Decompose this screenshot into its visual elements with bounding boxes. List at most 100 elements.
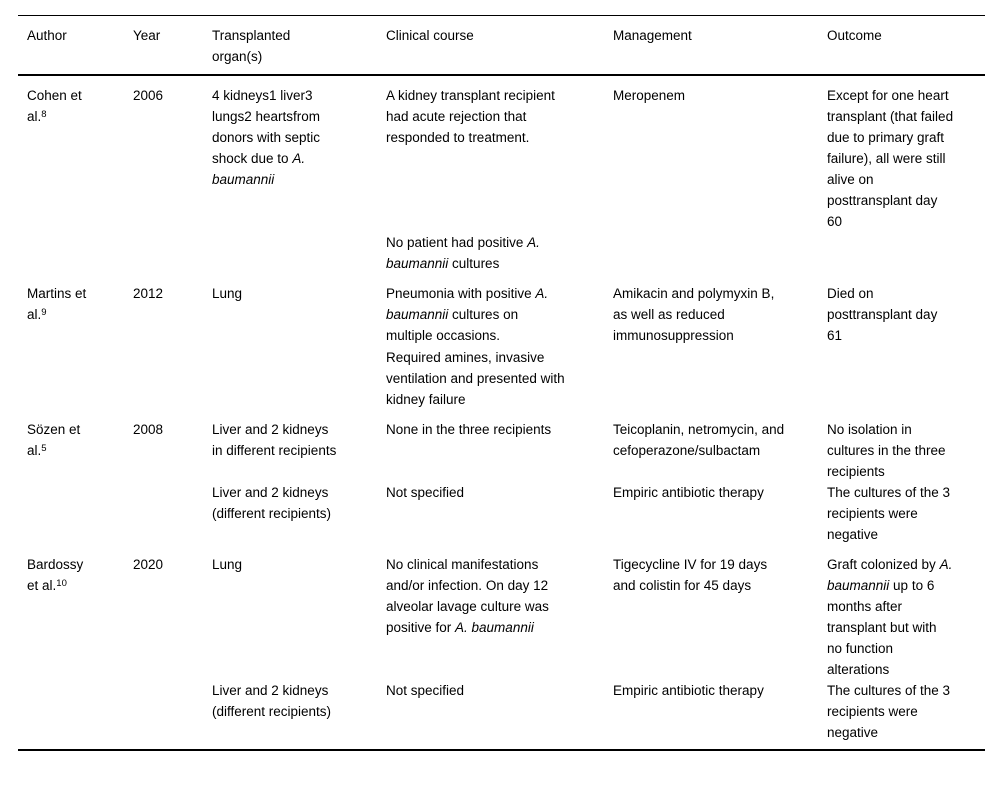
organs-cell: Lung [212, 545, 386, 680]
cell-paragraph: Not specified [386, 680, 567, 701]
text-run: Graft colonized by [827, 557, 940, 572]
cell-paragraph: No patient had positive A. baumannii cul… [386, 232, 567, 274]
reference-superscript: 10 [56, 577, 67, 589]
text-run: Lung [212, 557, 243, 572]
text-run: Required amines, invasive ventilation an… [386, 350, 565, 407]
clinical-cell: Not specified [386, 680, 613, 750]
clinical-cell: Not specified [386, 482, 613, 545]
table-row: Bardossy et al.10 2020 Lung No clinical man… [18, 545, 985, 680]
text-run: Martins et al. [27, 286, 87, 322]
cell-paragraph: The cultures of the 3 recipients were ne… [827, 482, 955, 545]
cell-paragraph: Required amines, invasive ventilation an… [386, 347, 567, 410]
table-row: Sözen et al.5 2008 Liver and 2 kidneys in … [18, 410, 985, 482]
text-run: No isolation in cultures in the three re… [827, 422, 946, 479]
table-row: Liver and 2 kidneys (different recipient… [18, 482, 985, 545]
author-cell: Cohen et al.8 [18, 75, 133, 274]
text-run: Empiric antibiotic therapy [613, 485, 764, 500]
author-cell: Martins et al.9 [18, 274, 133, 410]
column-header-clinical: Clinical course [386, 15, 613, 76]
text-run: Lung [212, 286, 243, 301]
column-header-author: Author [18, 15, 133, 76]
text-run: Sözen et al. [27, 422, 81, 458]
text-run: cultures [448, 256, 500, 271]
cell-paragraph: Not specified [386, 482, 567, 503]
year-cell: 2006 [133, 88, 164, 103]
text-run: Cohen et al. [27, 88, 82, 124]
management-cell: Teicoplanin, netromycin, and cefoperazon… [613, 410, 827, 482]
table-row: Cohen et al.8 2006 4 kidneys1 liver3 lungs… [18, 75, 985, 232]
species-name-italic: A. baumannii [827, 557, 953, 593]
text-run: Not specified [386, 683, 465, 698]
cell-paragraph: Tigecycline IV for 19 days and colistin … [613, 554, 785, 596]
cell-paragraph: No isolation in cultures in the three re… [827, 419, 955, 482]
header-row: Author Year Transplanted organ(s) Clinical … [18, 15, 985, 76]
year-cell: 2008 [133, 422, 164, 437]
author-cell: Sözen et al.5 [18, 410, 133, 545]
cell-paragraph: Teicoplanin, netromycin, and cefoperazon… [613, 419, 785, 461]
year-cell: 2012 [133, 286, 164, 301]
text-run: Pneumonia with positive [386, 286, 536, 301]
text-run: up to 6 months after transplant but with… [827, 578, 937, 677]
author-cell: Bardossy et al.10 [18, 545, 133, 750]
cell-paragraph: A kidney transplant recipient had acute … [386, 85, 567, 148]
text-run: None in the three recipients [386, 422, 552, 437]
clinical-cell: No patient had positive A. baumannii cul… [386, 232, 613, 274]
table-row: Martins et al.9 2012 Lung Pneumonia with po… [18, 274, 985, 410]
reference-superscript: 5 [41, 442, 47, 454]
management-cell: Empiric antibiotic therapy [613, 680, 827, 750]
cell-paragraph: None in the three recipients [386, 419, 567, 440]
outcome-cell: The cultures of the 3 recipients were ne… [827, 482, 985, 545]
text-run: No patient had positive [386, 235, 528, 250]
table-row: No patient had positive A. baumannii cul… [18, 232, 985, 274]
management-cell: Meropenem [613, 75, 827, 232]
text-run: Liver and 2 kidneys (different recipient… [212, 683, 332, 719]
species-name-italic: A. baumannii [386, 286, 549, 322]
outcome-cell: No isolation in cultures in the three re… [827, 410, 985, 482]
management-cell: Empiric antibiotic therapy [613, 482, 827, 545]
cell-paragraph: No clinical manifestations and/or infect… [386, 554, 567, 638]
organs-cell: Liver and 2 kidneys in different recipie… [212, 410, 386, 482]
column-header-management: Management [613, 15, 827, 76]
reference-superscript: 8 [41, 108, 47, 120]
cell-paragraph: Empiric antibiotic therapy [613, 680, 785, 701]
text-run: cultures on multiple occasions. [386, 307, 519, 343]
management-cell: Tigecycline IV for 19 days and colistin … [613, 545, 827, 680]
table-row: Liver and 2 kidneys (different recipient… [18, 680, 985, 750]
management-cell: Amikacin and polymyxin B, as well as red… [613, 274, 827, 410]
management-cell [613, 232, 827, 274]
outcome-cell: Died on posttransplant day 61 [827, 274, 985, 410]
cell-paragraph: Amikacin and polymyxin B, as well as red… [613, 283, 785, 346]
text-run: Died on posttransplant day 61 [827, 286, 938, 343]
text-run: Not specified [386, 485, 465, 500]
cell-paragraph: The cultures of the 3 recipients were ne… [827, 680, 955, 743]
cell-paragraph: Lung [212, 554, 340, 575]
species-name-italic: A. baumannii [212, 151, 306, 187]
text-run: 4 kidneys1 liver3 lungs2 heartsfrom dono… [212, 88, 321, 166]
outcome-cell: The cultures of the 3 recipients were ne… [827, 680, 985, 750]
text-run: Amikacin and polymyxin B, as well as red… [613, 286, 775, 343]
text-run: Teicoplanin, netromycin, and cefoperazon… [613, 422, 785, 458]
outcome-cell: Graft colonized by A. baumannii up to 6 … [827, 545, 985, 680]
cell-paragraph: Liver and 2 kidneys (different recipient… [212, 482, 340, 524]
cell-paragraph: Except for one heart transplant (that fa… [827, 85, 955, 232]
outcome-cell: Except for one heart transplant (that fa… [827, 75, 985, 232]
text-run: Empiric antibiotic therapy [613, 683, 764, 698]
cell-paragraph: Graft colonized by A. baumannii up to 6 … [827, 554, 955, 680]
text-run: No clinical manifestations and/or infect… [386, 557, 549, 635]
organs-cell: Liver and 2 kidneys (different recipient… [212, 680, 386, 750]
clinical-cell: Pneumonia with positive A. baumannii cul… [386, 274, 613, 410]
text-run: Liver and 2 kidneys (different recipient… [212, 485, 332, 521]
clinical-cell: None in the three recipients [386, 410, 613, 482]
year-cell: 2020 [133, 557, 164, 572]
cell-paragraph: Liver and 2 kidneys in different recipie… [212, 419, 340, 461]
cell-paragraph: Empiric antibiotic therapy [613, 482, 785, 503]
outcome-cell [827, 232, 985, 274]
organs-cell: Lung [212, 274, 386, 410]
table-header: Author Year Transplanted organ(s) Clinical … [18, 15, 985, 76]
column-header-year: Year [133, 15, 212, 76]
cell-paragraph: Died on posttransplant day 61 [827, 283, 955, 346]
text-run: Meropenem [613, 88, 686, 103]
text-run: Tigecycline IV for 19 days and colistin … [613, 557, 768, 593]
text-run: The cultures of the 3 recipients were ne… [827, 485, 951, 542]
text-run: The cultures of the 3 recipients were ne… [827, 683, 951, 740]
